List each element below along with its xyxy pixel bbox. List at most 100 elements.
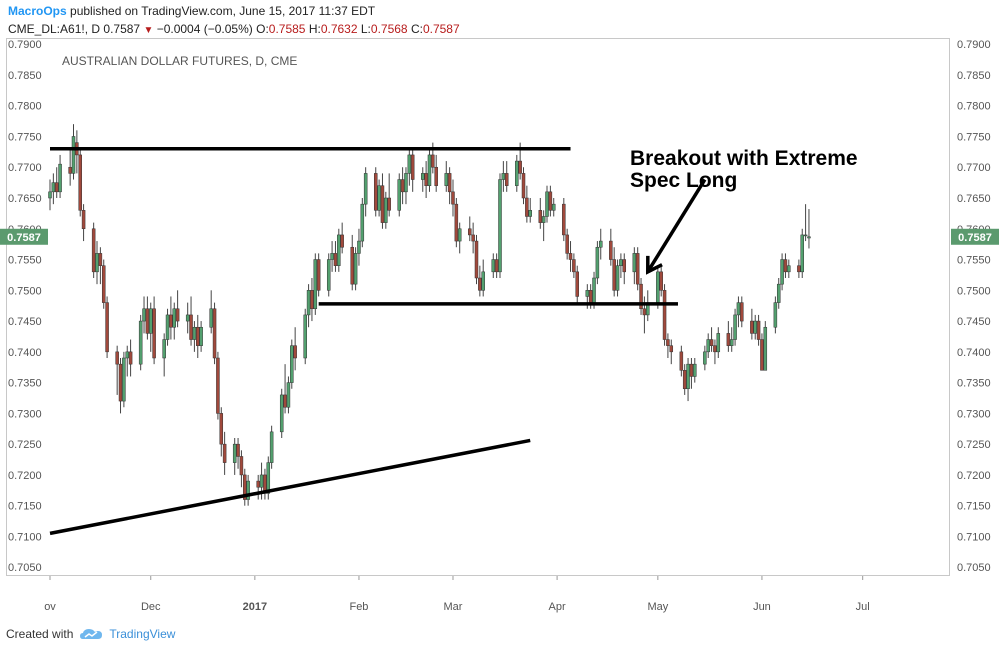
candle-body	[236, 443, 240, 457]
y-tick-label-right: 0.7800	[957, 101, 991, 113]
x-tick-label: Jul	[856, 601, 870, 613]
candle-body	[424, 173, 428, 186]
candle-body	[128, 351, 133, 365]
candle-body	[518, 160, 522, 174]
time-axis[interactable]: ov Dec 2017 Feb Mar Apr May Jun Jul	[44, 576, 870, 613]
candle-body	[635, 253, 640, 285]
candle-body	[588, 290, 593, 303]
y-tick-label-right: 0.7400	[957, 347, 991, 359]
candle-body	[152, 308, 156, 359]
publisher-name[interactable]: MacroOps	[8, 4, 67, 18]
candle-body	[679, 351, 684, 371]
candle-body	[729, 339, 734, 346]
y-tick-label-right: 0.7900	[957, 39, 991, 51]
candle-body	[733, 314, 737, 340]
candle-body	[797, 265, 801, 273]
candle-body	[71, 136, 76, 174]
breakout-arrow-head	[646, 255, 663, 275]
candle-body	[525, 197, 529, 217]
tradingview-link[interactable]: TradingView	[109, 627, 176, 641]
candle-body	[313, 259, 318, 310]
symbol-label: CME_DL:A61!, D	[8, 22, 101, 36]
low-label: L:	[360, 22, 371, 36]
candle-body	[803, 234, 808, 237]
right-price-axis[interactable]: 0.7050 0.7100 0.7150 0.7200 0.7250 0.7300 0.73…	[957, 39, 991, 574]
candle-body	[612, 259, 616, 291]
candle-body	[172, 308, 177, 328]
candle-body	[185, 314, 190, 322]
candle-body	[407, 154, 412, 174]
candle-body	[326, 259, 331, 291]
candle-body	[219, 413, 224, 445]
candle-body	[363, 173, 368, 205]
y-tick-label-right: 0.7150	[957, 501, 991, 513]
y-tick-label-right: 0.7700	[957, 162, 991, 174]
candle-body	[632, 253, 637, 273]
published-text: published on TradingView.com, June 15, 2…	[70, 4, 376, 18]
candle-body	[598, 240, 603, 248]
candle-body	[760, 339, 764, 371]
candle-body	[95, 253, 99, 273]
candle-body	[592, 277, 596, 303]
candle-body	[474, 240, 479, 279]
open-value: 0.7585	[268, 22, 306, 36]
y-tick-label-left: 0.7700	[8, 162, 42, 174]
candle-body	[142, 308, 146, 322]
y-tick-label-right: 0.7350	[957, 378, 991, 390]
candle-body	[377, 185, 381, 211]
y-tick-label-left: 0.7900	[8, 39, 42, 51]
uptrend-line	[49, 438, 531, 536]
candle-body	[498, 179, 502, 273]
candle-body	[726, 333, 731, 346]
candle-body	[454, 203, 459, 242]
publish-info: MacroOps published on TradingView.com, J…	[8, 4, 375, 18]
last-price-tags: 0.7587 0.7587	[0, 228, 999, 245]
price-chart[interactable]: AUSTRALIAN DOLLAR FUTURES, D, CME 0.7050…	[0, 38, 1003, 618]
y-tick-label-right: 0.7050	[957, 562, 991, 574]
candle-body	[78, 154, 82, 211]
candle-body	[81, 210, 86, 230]
plot-frame	[6, 38, 950, 576]
left-price-axis[interactable]: 0.7050 0.7100 0.7150 0.7200 0.7250 0.7300 0.73…	[8, 39, 42, 574]
candle-body	[350, 246, 354, 285]
candle-body	[471, 234, 475, 242]
change-value: −0.0004 (−0.05%)	[156, 22, 253, 36]
candle-body	[545, 191, 549, 217]
candle-body	[98, 253, 103, 266]
candle-body	[360, 203, 365, 242]
last-price-label-left: 0.7587	[7, 232, 41, 244]
candle-body	[682, 370, 687, 390]
last-price-tag-left	[0, 228, 48, 245]
candle-body	[209, 308, 213, 328]
x-tick-label: ov	[44, 601, 56, 613]
candle-body	[303, 314, 307, 359]
candle-body	[434, 166, 438, 186]
candle-body	[609, 240, 613, 260]
candle-body	[807, 236, 811, 239]
candle-body	[175, 308, 180, 322]
x-tick-label: Dec	[141, 601, 161, 613]
open-label: O:	[256, 22, 269, 36]
candle-body	[568, 253, 573, 260]
y-tick-label-right: 0.7750	[957, 131, 991, 143]
candle-body	[780, 259, 784, 285]
candles-layer	[48, 124, 811, 506]
close-value: 0.7587	[422, 22, 460, 36]
candle-body	[538, 210, 543, 223]
candle-body	[468, 228, 472, 236]
candle-body	[622, 259, 627, 273]
candle-body	[404, 173, 408, 193]
y-tick-label-right: 0.7250	[957, 439, 991, 451]
candle-body	[283, 394, 287, 408]
candle-body	[165, 314, 170, 340]
y-tick-label-left: 0.7750	[8, 131, 42, 143]
candle-body	[693, 363, 697, 377]
candle-body	[504, 173, 509, 186]
candle-body	[54, 182, 59, 193]
candle-body	[410, 154, 415, 180]
breakout-arrow-shaft	[646, 178, 707, 273]
breakout-annotation-text: Spec Long	[630, 169, 737, 192]
ohlc-legend: CME_DL:A61!, D 0.7587 ▼ −0.0004 (−0.05%)…	[8, 22, 460, 36]
candle-body	[565, 234, 569, 254]
